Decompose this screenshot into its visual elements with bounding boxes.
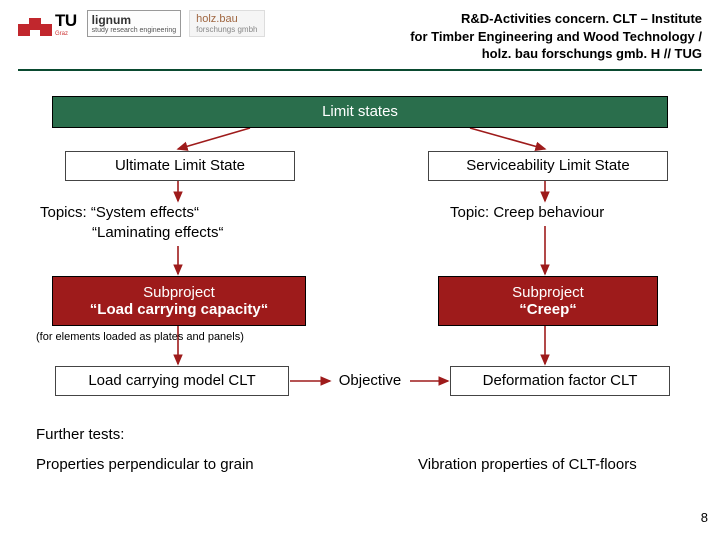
tu-label: TU: [55, 11, 77, 31]
tu-squares-icon: [18, 12, 52, 36]
holzbau-logo: holz.bau forschungs gmbh: [189, 10, 264, 37]
topics-left: Topics: “System effects“ “Laminating eff…: [40, 203, 223, 244]
model-right-label: Deformation factor CLT: [483, 372, 638, 389]
limit-states-box: Limit states: [52, 96, 668, 128]
sub-left-2: “Load carrying capacity“: [90, 301, 268, 318]
graz-label: Graz: [55, 31, 77, 37]
diagram-content: Limit states Ultimate Limit State Servic…: [0, 71, 720, 531]
uls-label: Ultimate Limit State: [115, 157, 245, 174]
logo-area: TU Graz lignum study research engineerin…: [18, 10, 265, 37]
topics-right: Topic: Creep behaviour: [450, 203, 604, 223]
holzbau-sub: forschungs gmbh: [196, 25, 257, 34]
topics-left-1: Topics: “System effects“: [40, 204, 199, 221]
page-number: 8: [701, 510, 708, 525]
title-line-2: for Timber Engineering and Wood Technolo…: [410, 29, 702, 44]
lignum-logo: lignum study research engineering: [87, 10, 181, 37]
sub-right-1: Subproject: [512, 284, 584, 301]
page-title: R&D-Activities concern. CLT – Institute …: [265, 10, 703, 63]
model-left-box: Load carrying model CLT: [55, 366, 289, 396]
uls-box: Ultimate Limit State: [65, 151, 295, 181]
subproject-left-box: Subproject “Load carrying capacity“: [52, 276, 306, 326]
lignum-label: lignum: [92, 13, 176, 27]
further-right: Vibration properties of CLT-floors: [418, 456, 637, 473]
subproject-right-box: Subproject “Creep“: [438, 276, 658, 326]
sls-box: Serviceability Limit State: [428, 151, 668, 181]
sls-label: Serviceability Limit State: [466, 157, 629, 174]
model-left-label: Load carrying model CLT: [88, 372, 255, 389]
objective-label-box: Objective: [332, 366, 408, 396]
topics-left-2: “Laminating effects“: [40, 224, 223, 241]
further-left: Properties perpendicular to grain: [36, 456, 254, 473]
tu-graz-logo: TU Graz: [18, 11, 77, 37]
holzbau-label: holz.bau: [196, 13, 257, 25]
sub-left-1: Subproject: [143, 284, 215, 301]
note-left: (for elements loaded as plates and panel…: [36, 331, 244, 343]
model-right-box: Deformation factor CLT: [450, 366, 670, 396]
topics-right-label: Topic: Creep behaviour: [450, 204, 604, 221]
further-tests-heading: Further tests:: [36, 426, 124, 443]
lignum-sub: study research engineering: [92, 27, 176, 34]
sub-right-2: “Creep“: [519, 301, 577, 318]
title-line-3: holz. bau forschungs gmb. H // TUG: [482, 46, 702, 61]
title-line-1: R&D-Activities concern. CLT – Institute: [461, 11, 702, 26]
objective-label: Objective: [339, 372, 402, 389]
limit-states-label: Limit states: [322, 103, 398, 120]
header: TU Graz lignum study research engineerin…: [0, 0, 720, 67]
